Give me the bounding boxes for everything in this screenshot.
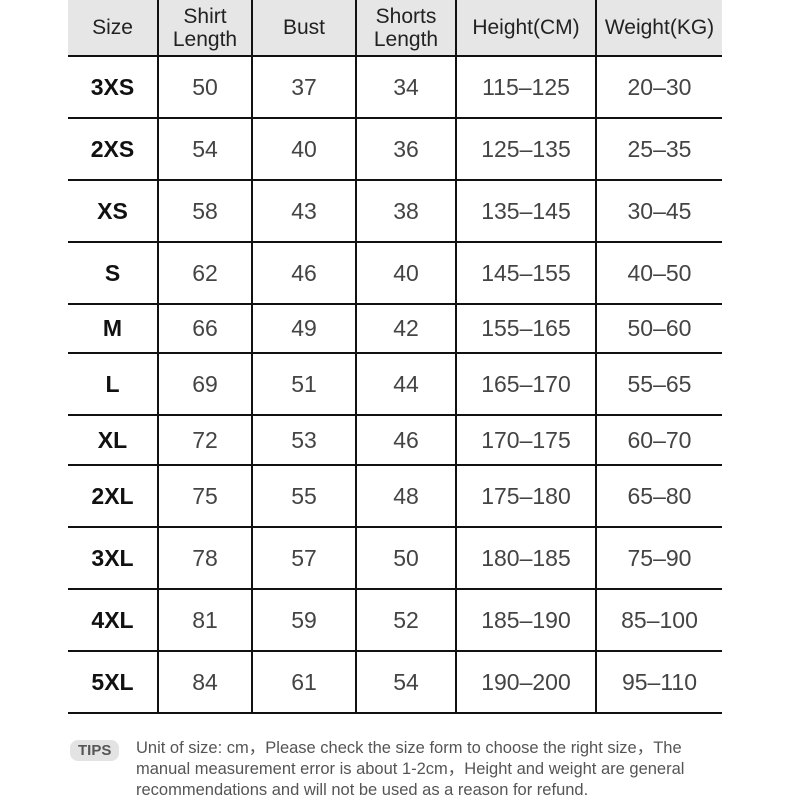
size-cell: L [68,354,159,414]
value-cell: 43 [253,181,357,241]
value-cell: 50 [357,528,457,588]
value-cell: 38 [357,181,457,241]
value-cell: 36 [357,119,457,179]
value-cell: 62 [159,243,253,303]
value-cell: 40 [357,243,457,303]
value-cell: 135–145 [457,181,597,241]
value-cell: 78 [159,528,253,588]
value-cell: 75 [159,466,253,526]
size-cell: 2XL [68,466,159,526]
header-shirt-length: Shirt Length [159,0,253,55]
table-row: L 69 51 44 165–170 55–65 [68,354,722,416]
value-cell: 44 [357,354,457,414]
table-row: S 62 46 40 145–155 40–50 [68,243,722,305]
value-cell: 58 [159,181,253,241]
value-cell: 20–30 [627,73,692,100]
size-cell: M [68,305,159,352]
value-cell: 69 [159,354,253,414]
value-cell: 51 [253,354,357,414]
value-cell: 30–45 [627,197,692,224]
tips-note: TIPS Unit of size: cm，Please check the s… [68,738,728,801]
value-cell: 53 [253,416,357,464]
value-cell: 81 [159,590,253,650]
value-cell: 37 [253,57,357,117]
value-cell: 125–135 [457,119,597,179]
value-cell: 55–65 [627,370,692,397]
value-cell: 40 [253,119,357,179]
size-cell: XL [68,416,159,464]
value-cell: 34 [357,57,457,117]
size-cell: XS [68,181,159,241]
table-row: 4XL 81 59 52 185–190 85–100 [68,590,722,652]
size-chart-table: Size Shirt Length Bust Shorts Length Hei… [68,0,722,714]
header-bust: Bust [253,0,357,55]
value-cell: 52 [357,590,457,650]
value-cell: 185–190 [457,590,597,650]
value-cell: 48 [357,466,457,526]
value-cell: 50–60 [627,315,692,341]
value-cell: 25–35 [627,135,692,162]
header-weight: Weight(KG) [604,16,715,39]
value-cell: 175–180 [457,466,597,526]
table-row: XL 72 53 46 170–175 60–70 [68,416,722,466]
value-cell: 55 [253,466,357,526]
value-cell: 46 [357,416,457,464]
table-row: 5XL 84 61 54 190–200 95–110 [68,652,722,714]
value-cell: 49 [253,305,357,352]
value-cell: 95–110 [621,668,698,695]
size-cell: 3XS [68,57,159,117]
value-cell: 54 [357,652,457,712]
value-cell: 40–50 [627,259,692,286]
value-cell: 72 [159,416,253,464]
size-cell: 2XS [68,119,159,179]
size-cell: 5XL [68,652,159,712]
table-row: 3XS 50 37 34 115–125 20–30 [68,57,722,119]
value-cell: 42 [357,305,457,352]
value-cell: 65–80 [627,482,692,509]
size-cell: S [68,243,159,303]
size-cell: 3XL [68,528,159,588]
value-cell: 170–175 [457,416,597,464]
value-cell: 66 [159,305,253,352]
value-cell: 61 [253,652,357,712]
value-cell: 115–125 [457,57,597,117]
value-cell: 75–90 [627,544,692,571]
value-cell: 60–70 [627,426,692,453]
value-cell: 46 [253,243,357,303]
tips-badge: TIPS [70,740,120,761]
value-cell: 84 [159,652,253,712]
value-cell: 50 [159,57,253,117]
header-size: Size [68,0,159,55]
value-cell: 155–165 [457,305,597,352]
tips-text: Unit of size: cm，Please check the size f… [136,739,685,799]
table-row: 2XS 54 40 36 125–135 25–35 [68,119,722,181]
value-cell: 59 [253,590,357,650]
header-shorts-length: Shorts Length [357,0,457,55]
table-header: Size Shirt Length Bust Shorts Length Hei… [68,0,722,57]
value-cell: 85–100 [621,606,698,633]
size-cell: 4XL [68,590,159,650]
value-cell: 57 [253,528,357,588]
header-height: Height(CM) [457,0,597,55]
table-row: M 66 49 42 155–165 50–60 [68,305,722,354]
table-row: 2XL 75 55 48 175–180 65–80 [68,466,722,528]
value-cell: 54 [159,119,253,179]
table-row: 3XL 78 57 50 180–185 75–90 [68,528,722,590]
table-row: XS 58 43 38 135–145 30–45 [68,181,722,243]
value-cell: 165–170 [457,354,597,414]
value-cell: 190–200 [457,652,597,712]
value-cell: 180–185 [457,528,597,588]
value-cell: 145–155 [457,243,597,303]
